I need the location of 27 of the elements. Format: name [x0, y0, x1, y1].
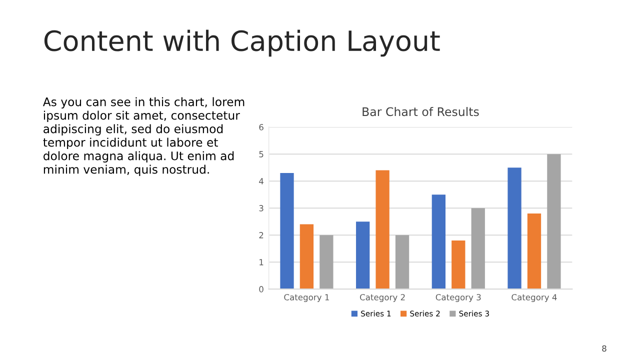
x-tick-label: Category 4	[512, 294, 557, 302]
bar	[320, 235, 334, 290]
bar	[547, 154, 561, 290]
bar	[280, 172, 294, 290]
x-tick-label: Category 2	[360, 294, 405, 302]
text: Content with Caption Layout	[44, 30, 440, 57]
y-tick-label: 5	[259, 151, 264, 158]
x-tick-label: Category 3	[436, 294, 481, 302]
y-tick-label: 6	[259, 124, 264, 130]
y-tick-label: 1	[260, 259, 264, 266]
x-tick-label: Category 1	[284, 294, 329, 302]
bar	[527, 213, 542, 290]
bar	[452, 240, 466, 290]
y-tick-label: 2	[259, 232, 264, 238]
text: 8	[602, 345, 606, 352]
bar	[432, 194, 446, 290]
text: As you can see in this chart, lorem ipsum dolor sit amet, consectetur adipiscing elit, sed do eiusmod tempor incididunt ut labore et dolore magna aliqua. Ut enim ad minim veniam, quis nostrud.	[42, 97, 244, 176]
y-tick-label: 0	[259, 286, 264, 292]
bar	[356, 222, 370, 290]
y-tick-label: 4	[259, 178, 264, 184]
bar	[300, 224, 314, 290]
bar	[395, 235, 410, 290]
chart-title: Bar Chart of Results	[362, 107, 479, 116]
bar	[508, 168, 522, 290]
y-tick-label: 3	[259, 205, 264, 212]
bar	[471, 208, 485, 290]
bar	[376, 170, 390, 290]
